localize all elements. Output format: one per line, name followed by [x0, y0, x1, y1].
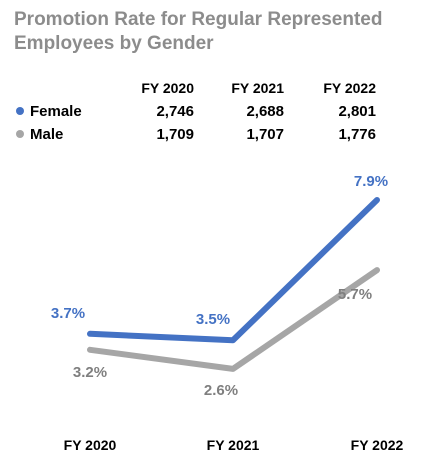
legend-label-female: Female	[16, 103, 82, 120]
female-count-fy2022: 2,801	[338, 103, 376, 120]
legend-table: FY 2020 FY 2021 FY 2022 Female 2,746 2,6…	[16, 80, 416, 149]
legend-row-male: Male 1,709 1,707 1,776	[16, 126, 416, 149]
male-count-fy2021: 1,707	[246, 126, 284, 143]
column-header-fy2022: FY 2022	[323, 80, 376, 96]
data-label-female-1: 3.5%	[196, 311, 230, 328]
data-label-male-0: 3.2%	[73, 364, 107, 381]
x-tick-label-1: FY 2021	[207, 437, 260, 453]
legend-marker-male	[16, 130, 24, 139]
female-count-fy2020: 2,746	[156, 103, 194, 120]
data-label-male-2: 5.7%	[338, 286, 372, 303]
column-header-fy2020: FY 2020	[141, 80, 194, 96]
legend-marker-female	[16, 107, 24, 116]
x-tick-label-2: FY 2022	[351, 437, 404, 453]
x-tick-label-0: FY 2020	[64, 437, 117, 453]
legend-text-female: Female	[30, 103, 82, 120]
male-count-fy2020: 1,709	[156, 126, 194, 143]
series-line-male	[87, 267, 380, 372]
legend-row-female: Female 2,746 2,688 2,801	[16, 103, 416, 126]
chart-title: Promotion Rate for Regular Represented E…	[14, 9, 383, 54]
column-header-fy2021: FY 2021	[231, 80, 284, 96]
data-label-male-1: 2.6%	[204, 382, 238, 399]
male-count-fy2022: 1,776	[338, 126, 376, 143]
legend-label-male: Male	[16, 126, 63, 143]
data-label-female-2: 7.9%	[354, 173, 388, 190]
series-line-female	[87, 197, 380, 344]
legend-text-male: Male	[30, 126, 64, 143]
female-count-fy2021: 2,688	[246, 103, 284, 120]
data-label-female-0: 3.7%	[51, 305, 85, 322]
legend-header-row: FY 2020 FY 2021 FY 2022	[16, 80, 416, 103]
